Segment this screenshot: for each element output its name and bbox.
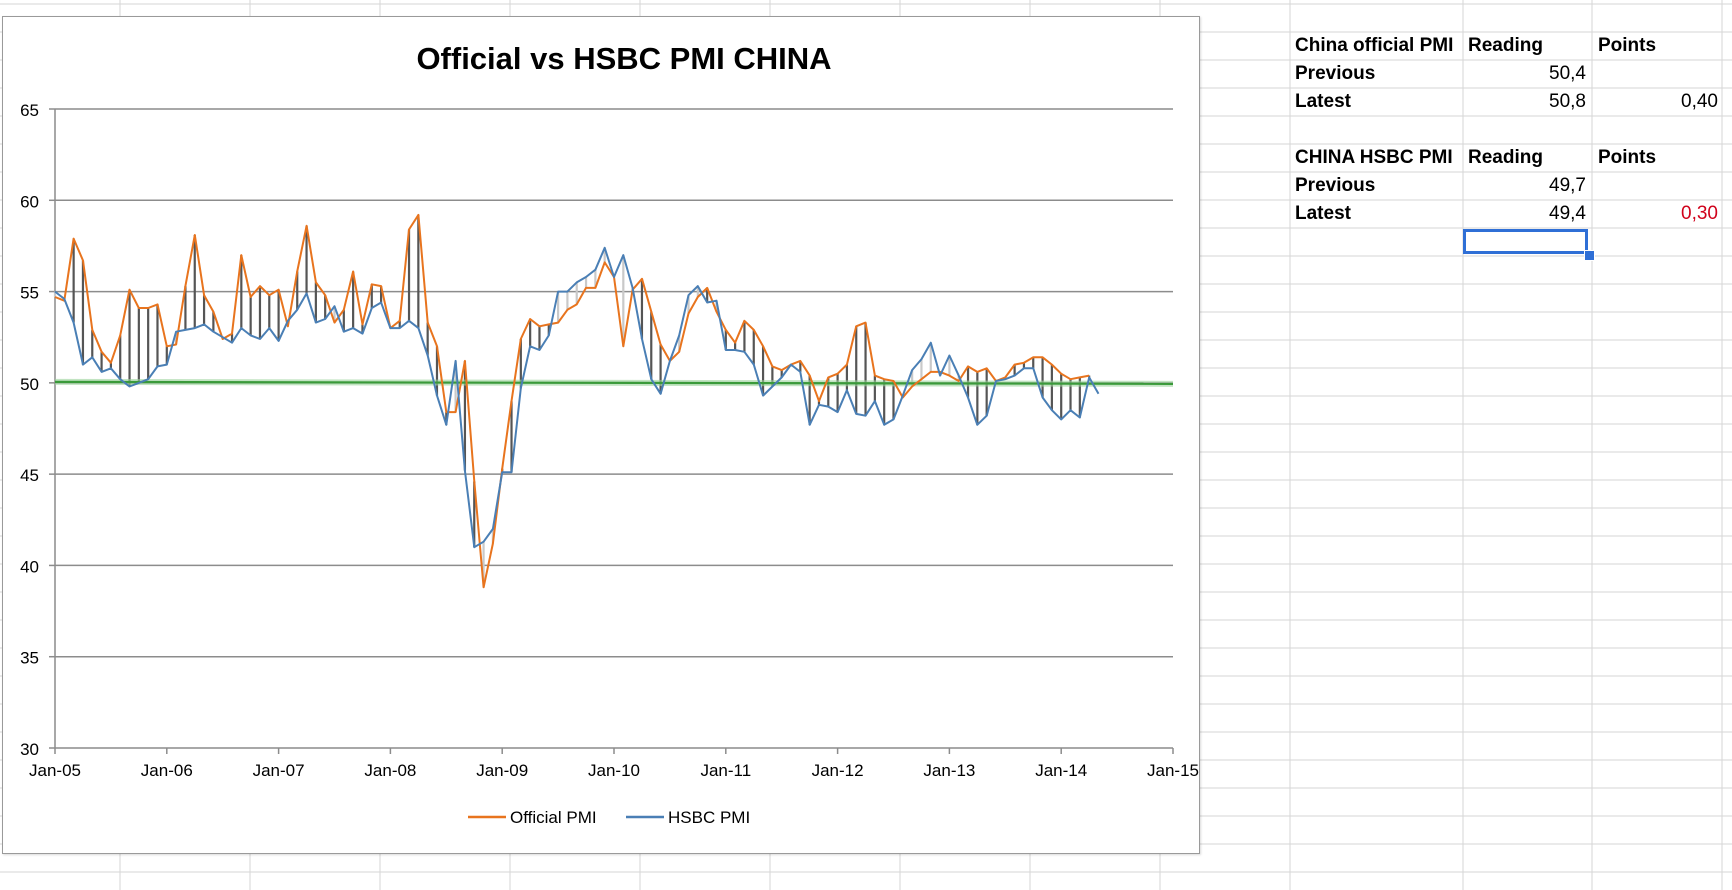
hsbc-latest-points[interactable]: 0,30 — [1681, 203, 1718, 224]
hsbc-reading-header: Reading — [1468, 147, 1543, 168]
legend-hsbc-label: HSBC PMI — [668, 808, 750, 827]
x-tick-label: Jan-15 — [1147, 761, 1199, 780]
hsbc-latest-label: Latest — [1295, 203, 1351, 224]
x-tick-label: Jan-06 — [141, 761, 193, 780]
hsbc-latest-reading[interactable]: 49,4 — [1549, 203, 1586, 224]
pmi-line-chart: Official vs HSBC PMI CHINA 30 35 40 45 50 55 60… — [20, 41, 1199, 827]
hsbc-pmi-header: CHINA HSBC PMI — [1295, 147, 1453, 168]
hsbc-previous-reading[interactable]: 49,7 — [1549, 175, 1586, 196]
hsbc-previous-label: Previous — [1295, 175, 1376, 196]
chart-title: Official vs HSBC PMI CHINA — [416, 41, 831, 76]
y-tick-label: 40 — [20, 557, 39, 576]
hsbc-points-header: Points — [1598, 147, 1657, 168]
x-tick-label: Jan-12 — [812, 761, 864, 780]
x-tick-label: Jan-08 — [364, 761, 416, 780]
official-pmi-header: China official PMI — [1295, 35, 1454, 56]
x-tick-label: Jan-11 — [700, 761, 751, 780]
official-previous-reading[interactable]: 50,4 — [1549, 63, 1586, 84]
x-tick-label: Jan-14 — [1035, 761, 1087, 780]
official-latest-label: Latest — [1295, 91, 1351, 112]
y-tick-label: 45 — [20, 466, 39, 485]
x-tick-label: Jan-13 — [923, 761, 975, 780]
official-latest-reading[interactable]: 50,8 — [1549, 91, 1586, 112]
selected-cell[interactable] — [1463, 229, 1588, 254]
legend-official-label: Official PMI — [510, 808, 597, 827]
official-previous-label: Previous — [1295, 63, 1376, 84]
official-reading-header: Reading — [1468, 35, 1543, 56]
y-tick-label: 55 — [20, 284, 39, 303]
official-points-header: Points — [1598, 35, 1657, 56]
official-pmi-line — [54, 213, 1090, 589]
x-tick-label: Jan-09 — [476, 761, 528, 780]
y-tick-label: 60 — [20, 192, 39, 211]
y-tick-label: 30 — [20, 740, 39, 759]
y-tick-label: 35 — [20, 649, 39, 668]
y-tick-label: 50 — [20, 375, 39, 394]
hsbc-pmi-line — [54, 246, 1100, 549]
y-tick-label: 65 — [20, 101, 39, 120]
official-latest-points[interactable]: 0,40 — [1681, 91, 1718, 112]
reference-line-50 — [54, 380, 1174, 385]
chart-container[interactable]: Official vs HSBC PMI CHINA 30 35 40 45 50 55 60… — [2, 16, 1200, 854]
x-tick-label: Jan-07 — [253, 761, 305, 780]
x-tick-label: Jan-10 — [588, 761, 640, 780]
fill-handle[interactable] — [1584, 250, 1595, 261]
x-tick-label: Jan-05 — [29, 761, 81, 780]
